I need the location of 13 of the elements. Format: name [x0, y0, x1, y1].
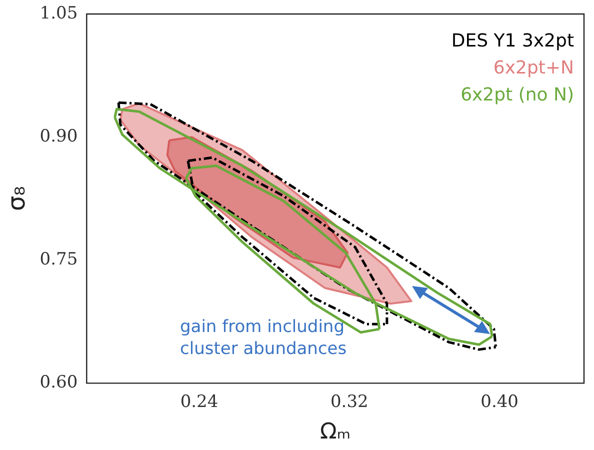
annotation: gain from including cluster abundances: [180, 316, 348, 360]
y-tick-label: 0.90: [40, 126, 78, 146]
y-tick-label: 1.05: [40, 3, 78, 24]
y-tick-label: 0.60: [40, 372, 78, 393]
text: DES Y1 3x2pt: [451, 30, 574, 52]
text: 6x2pt+N: [493, 58, 574, 79]
x-tick-label: 0.24: [180, 392, 218, 412]
text: 6x2pt (no N): [460, 84, 574, 106]
y-axis-title: σ₈: [2, 186, 31, 212]
y-tick-label: 0.75: [40, 250, 78, 270]
x-tick-label: 0.40: [480, 392, 518, 412]
x-tick-label: 0.32: [330, 392, 368, 412]
x-axis-title: Ωₘ: [320, 420, 351, 445]
